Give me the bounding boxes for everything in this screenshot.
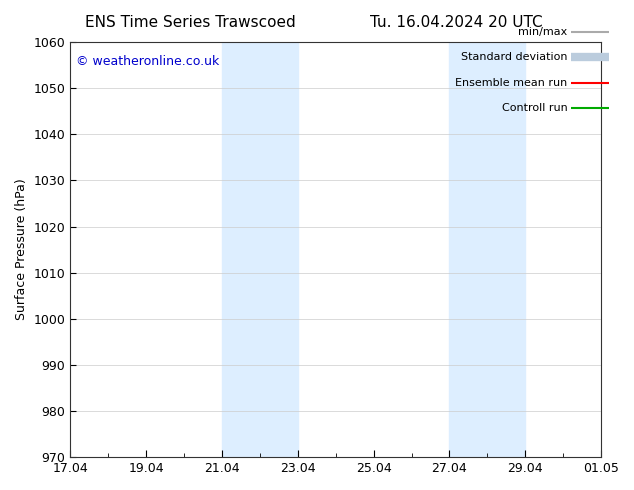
Text: Ensemble mean run: Ensemble mean run xyxy=(455,78,567,88)
Text: Tu. 16.04.2024 20 UTC: Tu. 16.04.2024 20 UTC xyxy=(370,15,543,30)
Text: min/max: min/max xyxy=(518,27,567,37)
Text: © weatheronline.co.uk: © weatheronline.co.uk xyxy=(75,54,219,68)
Bar xyxy=(450,42,525,457)
Text: Controll run: Controll run xyxy=(501,103,567,113)
Text: Standard deviation: Standard deviation xyxy=(461,52,567,62)
Bar xyxy=(222,42,298,457)
Y-axis label: Surface Pressure (hPa): Surface Pressure (hPa) xyxy=(15,179,28,320)
Text: ENS Time Series Trawscoed: ENS Time Series Trawscoed xyxy=(85,15,295,30)
